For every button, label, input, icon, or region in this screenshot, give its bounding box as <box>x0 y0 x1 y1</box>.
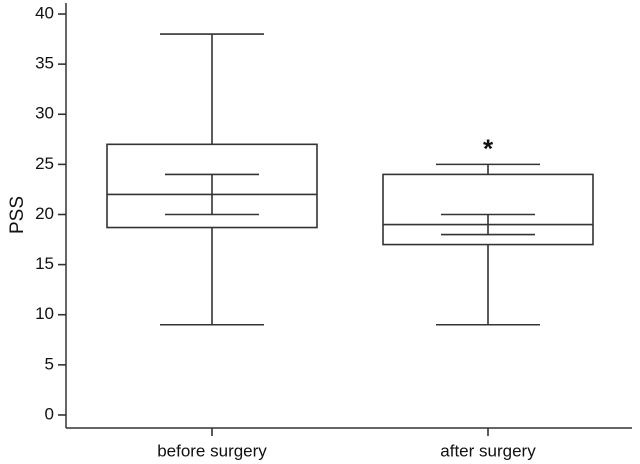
y-tick-label: 40 <box>35 4 54 23</box>
x-tick-label: before surgery <box>157 441 267 460</box>
y-tick-label: 30 <box>35 104 54 123</box>
y-tick-label: 10 <box>35 304 54 323</box>
y-axis-label: PSS <box>7 196 28 234</box>
x-tick-label: after surgery <box>440 441 536 460</box>
box <box>106 143 318 229</box>
y-tick-label: 20 <box>35 204 54 223</box>
y-tick-label: 5 <box>45 354 54 373</box>
box <box>382 173 594 246</box>
y-tick-label: 15 <box>35 254 54 273</box>
significance-marker: * <box>483 133 494 163</box>
y-tick-label: 25 <box>35 154 54 173</box>
y-tick-label: 0 <box>45 404 54 423</box>
y-tick-label: 35 <box>35 54 54 73</box>
